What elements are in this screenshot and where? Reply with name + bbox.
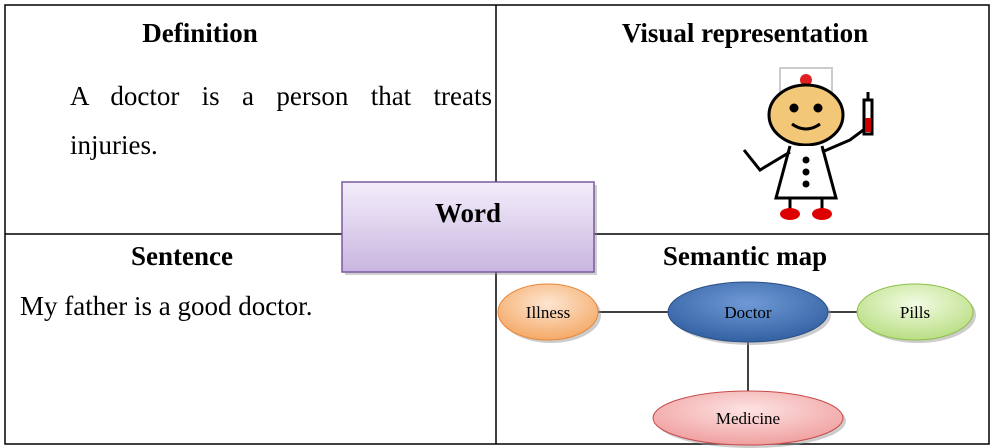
node-label: Illness — [526, 303, 570, 322]
definition-heading: Definition — [142, 18, 258, 48]
node — [856, 283, 974, 341]
node — [652, 390, 844, 446]
sentence-text: My father is a good doctor. — [20, 291, 312, 321]
sentence-heading: Sentence — [131, 241, 233, 271]
definition-text: A doctor is a person that treats injurie… — [70, 81, 492, 160]
word: Word — [435, 198, 501, 228]
node-label: Doctor — [724, 303, 772, 322]
node-label: Medicine — [716, 409, 780, 428]
semantic-map: Illness Doctor Pills Medicine — [497, 281, 976, 448]
semantic-map-heading: Semantic map — [663, 241, 827, 271]
node — [497, 283, 599, 341]
node — [667, 281, 829, 343]
node-label: Pills — [900, 303, 930, 322]
visual-heading: Visual representation — [622, 18, 868, 48]
table-border — [4, 4, 990, 445]
doctor-illustration — [742, 67, 874, 220]
word-box — [341, 181, 595, 273]
